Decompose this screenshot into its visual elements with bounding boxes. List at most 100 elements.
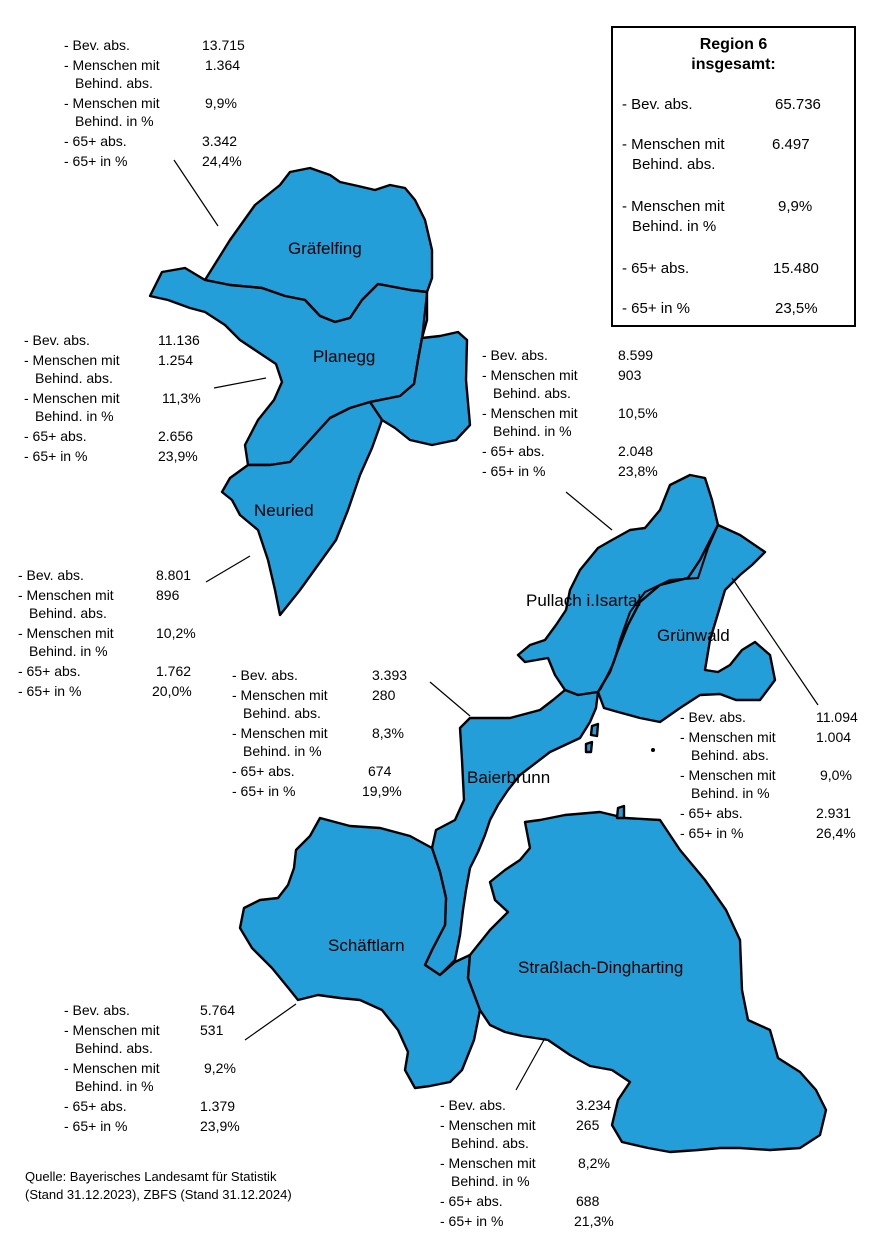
stat-label: - 65+ abs. [232,763,295,779]
total-mmb-pct-label: - Menschen mit [622,198,725,215]
municipality-baierbrunn[interactable] [423,688,600,977]
label-baierbrunn: Baierbrunn [467,768,550,787]
stat-value-mmb-abs: 531 [200,1022,224,1038]
total-65-pct-value: 23,5% [775,300,818,317]
label-neuried: Neuried [254,501,314,520]
leader-line-planegg [213,377,267,389]
total-mmb-pct-value: 9,9% [778,198,813,215]
stat-value-65-abs: 2.656 [158,428,194,444]
total-65-abs-value: 15.480 [773,260,819,277]
stats-strasslach: - Bev. abs. 3.234 - Menschen mit Behind. a… [440,1098,640,1234]
stats-schaeftlarn: - Bev. abs. 5.764 - Menschen mit Behind. a… [64,1003,264,1139]
stat-label: - Bev. abs. [64,37,130,53]
stat-label: - Bev. abs. [18,567,84,583]
stat-value-65-abs: 674 [368,763,392,779]
stat-value-mmb-pct: 9,0% [820,767,852,783]
stat-value-65-abs: 1.379 [200,1098,236,1114]
stat-label: - Menschen mit [232,687,328,703]
isar-island [589,722,600,738]
stat-label: - 65+ in % [680,825,744,841]
stat-value-65-abs: 688 [576,1193,600,1209]
label-strasslach: Straßlach-Dingharting [518,958,683,977]
municipality-gruenwald[interactable] [596,523,777,724]
stats-gruenwald: - Bev. abs. 11.094 - Menschen mit Behind. … [680,710,875,846]
stat-label: - 65+ in % [232,783,296,799]
stat-label: - Menschen mit [440,1155,536,1171]
stat-label: - 65+ in % [440,1213,504,1229]
stat-label-cont: Behind. in % [75,113,154,129]
stat-value-65-pct: 26,4% [816,825,856,841]
stat-value-mmb-abs: 1.004 [816,729,852,745]
stat-value-65-pct: 23,9% [200,1118,240,1134]
stat-label: - 65+ in % [64,1118,128,1134]
stat-label-cont: Behind. in % [75,1078,154,1094]
region-total-title: Region 6 [699,36,768,53]
municipality-schaeftlarn[interactable] [238,816,482,1090]
stat-value-mmb-pct: 10,5% [618,405,658,421]
stat-value-mmb-abs: 1.364 [205,57,241,73]
stat-label: - 65+ abs. [18,663,81,679]
stat-label-cont: Behind. in % [691,785,770,801]
municipality-strasslach[interactable] [466,810,828,1154]
leader-line-strasslach [515,1037,546,1091]
stat-label: - Menschen mit [440,1117,536,1133]
boundary-line-graefelfing-pullach [421,291,428,339]
stat-value-65-abs: 1.762 [156,663,192,679]
stat-label: - Menschen mit [64,57,160,73]
stat-label: - 65+ in % [24,448,88,464]
stat-value-65-pct: 19,9% [362,783,402,799]
stat-label: - Menschen mit [680,729,776,745]
region-total-subtitle: insgesamt: [691,56,776,73]
stat-label: - 65+ in % [482,463,546,479]
stat-label-cont: Behind. in % [493,423,572,439]
stat-label-cont: Behind. in % [35,408,114,424]
stat-label: - 65+ abs. [64,1098,127,1114]
stat-label: - 65+ abs. [64,133,127,149]
stat-value-mmb-abs: 896 [156,587,180,603]
municipality-neuried[interactable] [220,400,384,617]
stat-value-mmb-pct: 10,2% [156,625,196,641]
stat-label: - 65+ abs. [440,1193,503,1209]
total-65-pct-label: - 65+ in % [622,300,690,317]
stat-label: - 65+ abs. [482,443,545,459]
stat-label: - Menschen mit [64,1022,160,1038]
enclave-strasslach [615,804,626,820]
stat-label-cont: Behind. abs. [75,1040,153,1056]
stat-value-bev: 11.094 [816,709,858,725]
stat-label-cont: Behind. abs. [451,1135,529,1151]
stat-value-bev: 11.136 [158,332,200,348]
source-line-1: Quelle: Bayerisches Landesamt für Statis… [25,1169,277,1184]
label-planegg: Planegg [313,347,375,366]
stat-value-65-abs: 2.048 [618,443,654,459]
stat-label: - Menschen mit [482,367,578,383]
stat-label: - Bev. abs. [680,709,746,725]
label-schaeftlarn: Schäftlarn [328,936,405,955]
label-graefelfing: Gräfelfing [288,239,362,258]
source-line-2: (Stand 31.12.2023), ZBFS (Stand 31.12.20… [25,1187,292,1202]
leader-line-pullach [565,491,613,531]
isar-islet [651,748,655,752]
stat-label-cont: Behind. abs. [35,370,113,386]
stat-value-65-abs: 2.931 [816,805,852,821]
stat-label-cont: Behind. abs. [29,605,107,621]
stat-value-65-pct: 23,9% [158,448,198,464]
total-mmb-pct-label-cont: Behind. in % [632,218,717,235]
stat-label: - Menschen mit [680,767,776,783]
total-mmb-abs-value: 6.497 [772,136,810,153]
stat-value-65-pct: 20,0% [152,683,192,699]
leader-line-schaeftlarn [244,1003,297,1041]
isar-island-small [584,740,594,754]
stat-label-cont: Behind. abs. [691,747,769,763]
stat-value-65-pct: 21,3% [574,1213,614,1229]
stat-label: - Menschen mit [18,587,114,603]
total-mmb-abs-label-cont: Behind. abs. [632,156,716,173]
stat-value-bev: 3.234 [576,1097,612,1113]
stat-value-bev: 13.715 [202,37,245,53]
stat-label: - Menschen mit [64,95,160,111]
stat-value-65-abs: 3.342 [202,133,238,149]
stat-label: - 65+ in % [18,683,82,699]
stat-value-mmb-abs: 903 [618,367,642,383]
leader-line-gruenwald [731,577,819,706]
stat-value-65-pct: 23,8% [618,463,658,479]
